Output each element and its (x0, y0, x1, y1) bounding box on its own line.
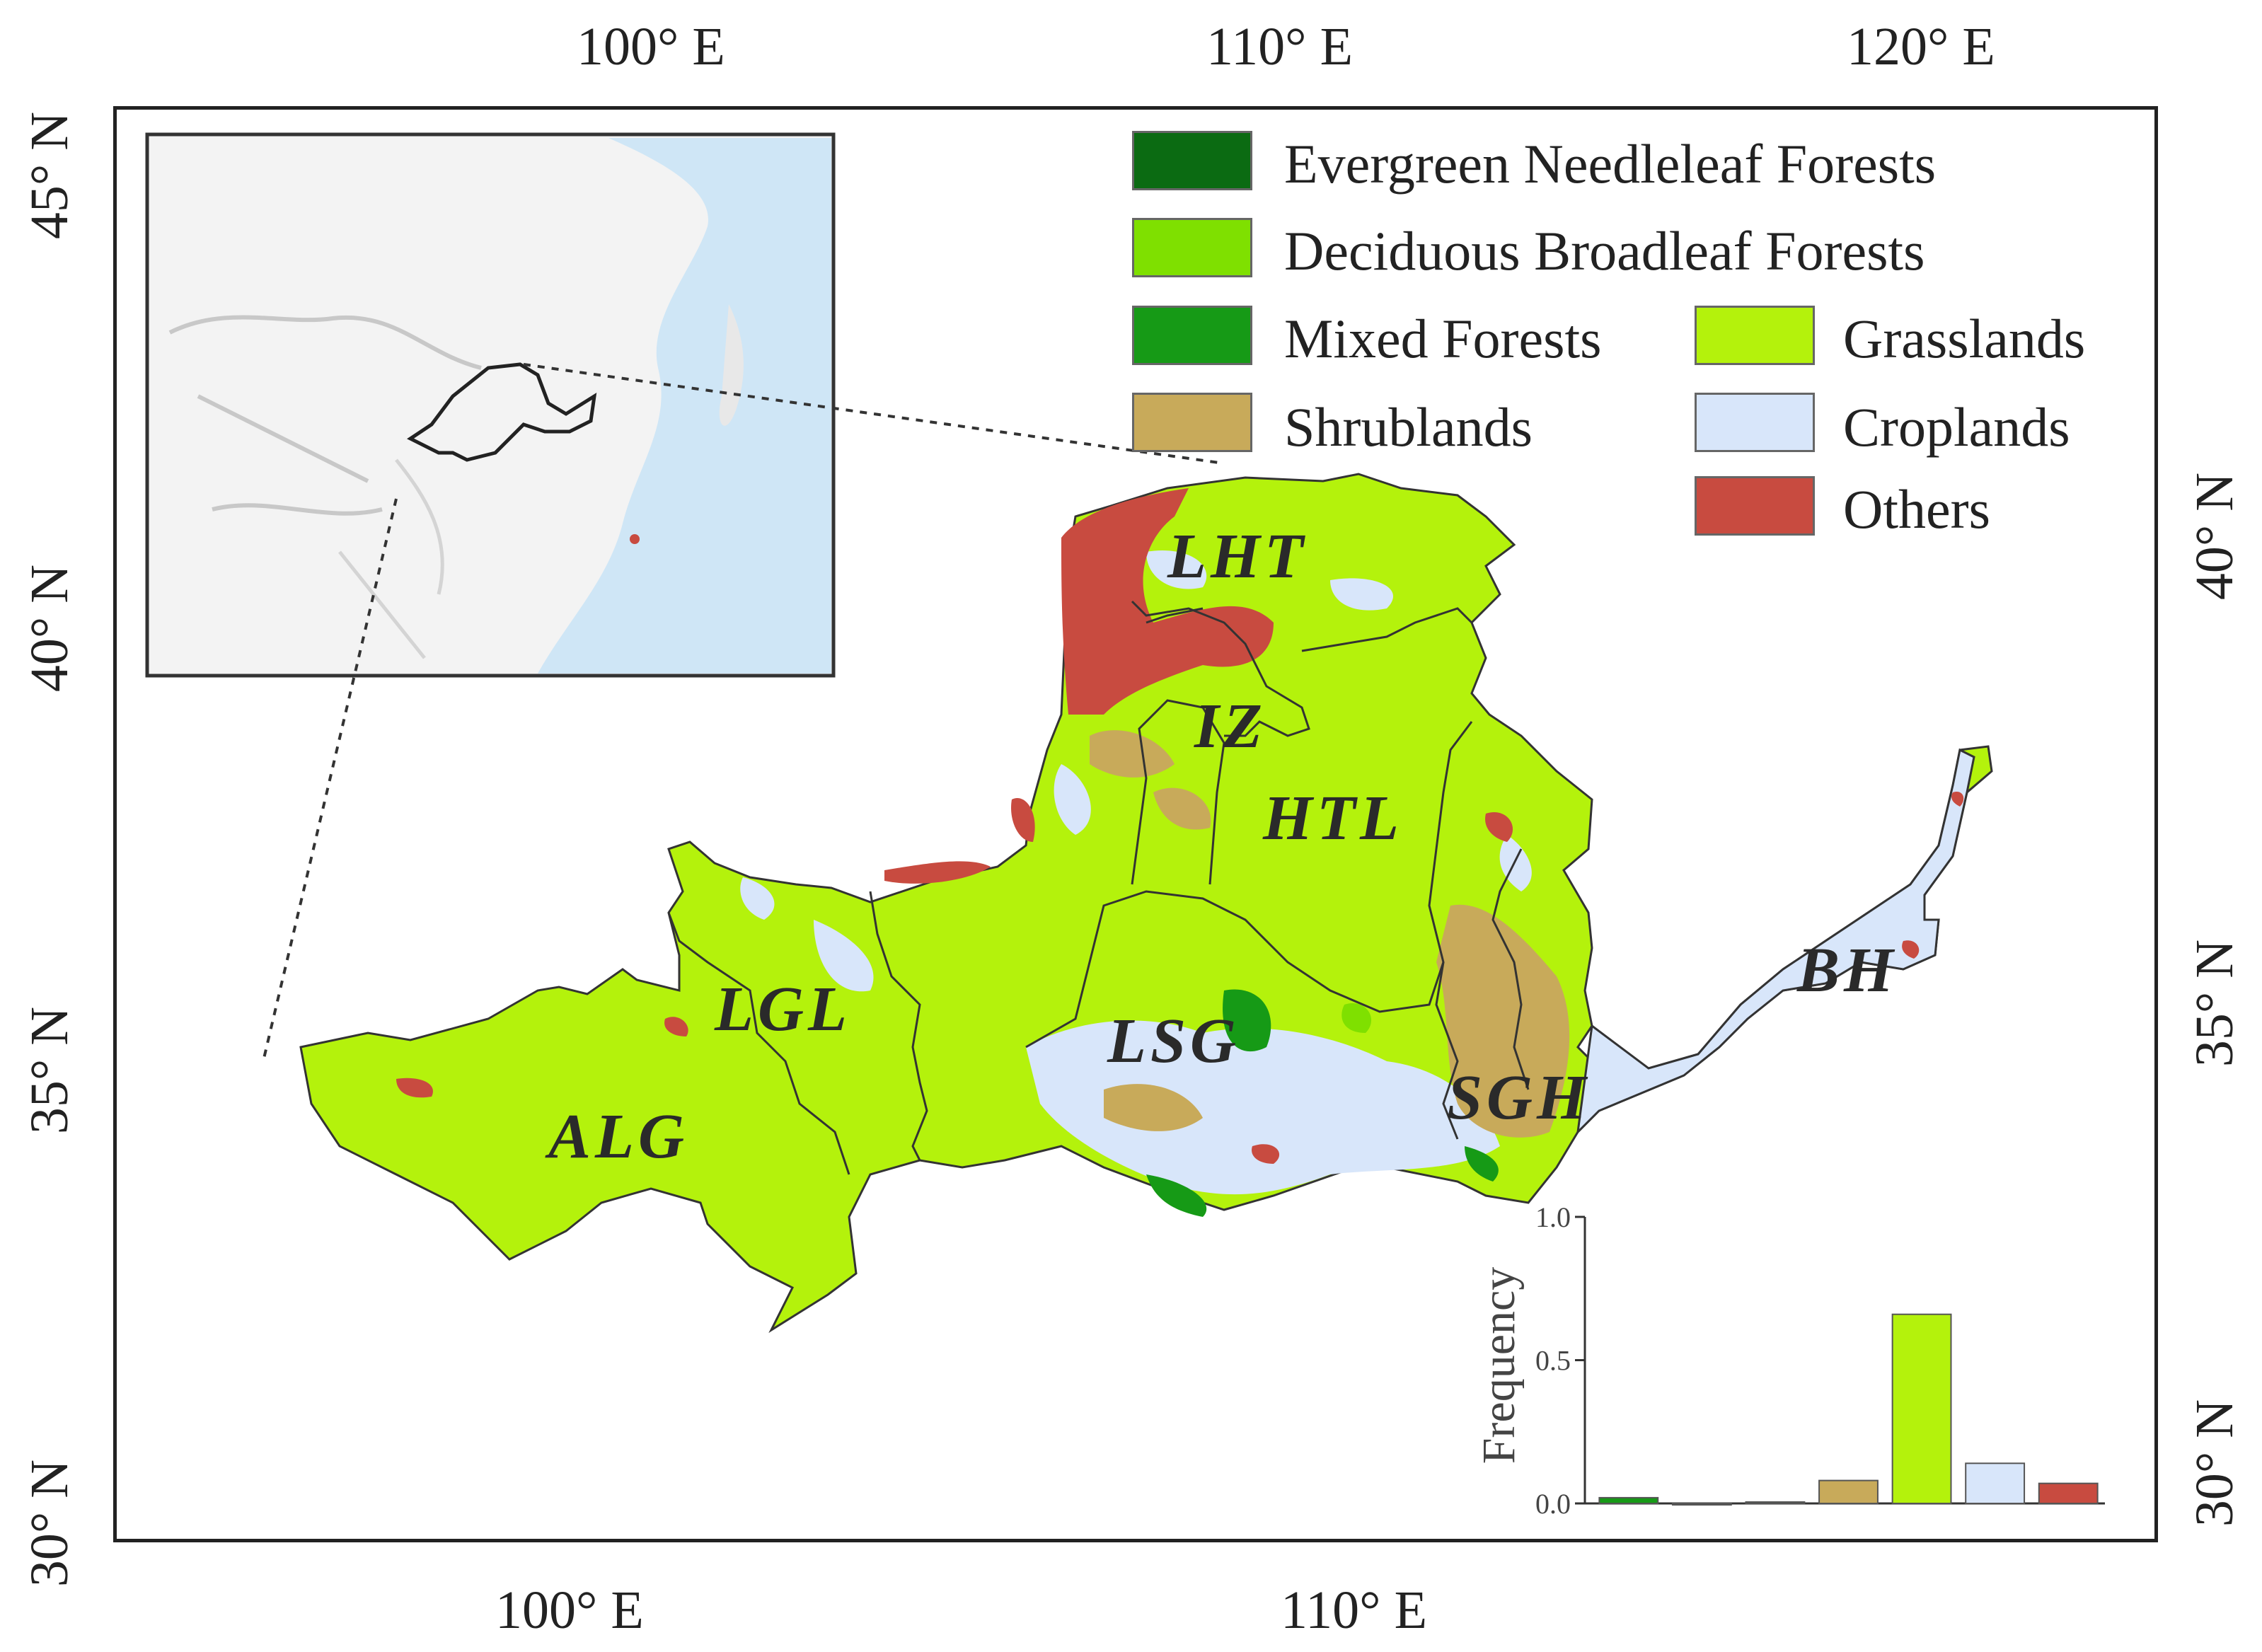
legend-swatch-grasslands (1695, 306, 1815, 365)
region-label-lht: LHT (1167, 521, 1308, 591)
region-label-lgl: LGL (715, 974, 851, 1044)
legend-label-others: Others (1843, 478, 1990, 540)
legend-swatch-shrublands (1132, 393, 1252, 452)
top-lon-label-120: 120° E (1847, 17, 1995, 76)
region-label-sgh: SGH (1447, 1063, 1591, 1133)
map-frame (113, 106, 2158, 1542)
yellow-river-basin (299, 473, 1993, 1334)
legend-label-shrublands: Shrublands (1284, 396, 1533, 458)
bottom-lon-label-100: 100° E (495, 1581, 644, 1640)
region-label-htl: HTL (1263, 783, 1403, 853)
region-label-lsg: LSG (1107, 1006, 1241, 1076)
region-label-iz: IZ (1194, 691, 1266, 761)
legend-label-deciduous: Deciduous Broadleaf Forests (1284, 220, 1925, 282)
legend-swatch-croplands (1695, 393, 1815, 452)
bottom-lon-label-110: 110° E (1281, 1581, 1427, 1640)
legend-label-croplands: Croplands (1843, 396, 2070, 458)
legend-swatch-deciduous (1132, 218, 1252, 277)
inset-map (145, 132, 836, 678)
top-lon-label-100: 100° E (577, 17, 725, 76)
legend-swatch-evergreen (1132, 131, 1252, 190)
region-label-alg: ALG (548, 1102, 688, 1172)
legend-label-evergreen: Evergreen Needleleaf Forests (1284, 133, 1937, 195)
legend-swatch-mixed (1132, 306, 1252, 365)
region-label-bh: BH (1797, 935, 1898, 1005)
legend-swatch-others (1695, 476, 1815, 536)
legend-label-mixed: Mixed Forests (1284, 308, 1602, 369)
legend-label-grasslands: Grasslands (1843, 308, 2086, 369)
top-lon-label-110: 110° E (1206, 17, 1353, 76)
